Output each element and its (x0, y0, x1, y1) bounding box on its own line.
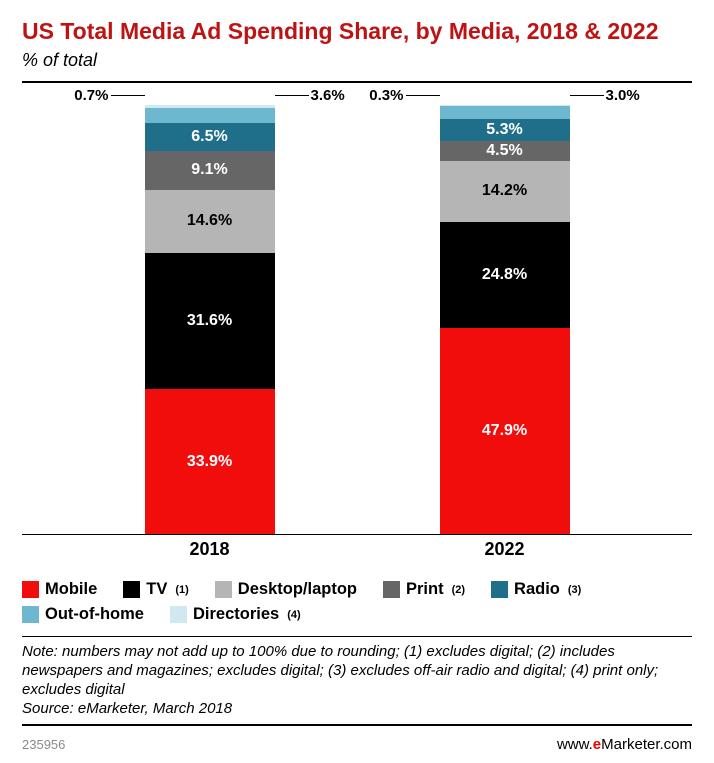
logo-prefix: www. (557, 736, 593, 753)
footer-id: 235956 (22, 737, 65, 752)
legend-item-radio: Radio (3) (491, 580, 581, 599)
legend-label: Out-of-home (45, 605, 144, 624)
legend-footnote: (1) (175, 584, 188, 596)
legend-label: Radio (514, 580, 560, 599)
bar-group-2022: 0.3%3.0%47.9%24.8%14.2%4.5%5.3% (440, 105, 570, 535)
callout-left-lead (406, 95, 440, 96)
legend-swatch (491, 581, 508, 598)
chart-note: Note: numbers may not add up to 100% due… (22, 637, 692, 718)
segment-print: 9.1% (145, 151, 275, 190)
legend-item-print: Print (2) (383, 580, 465, 599)
segment-mobile: 47.9% (440, 328, 570, 534)
callout-right-lead (275, 95, 309, 96)
segment-mobile: 33.9% (145, 389, 275, 535)
legend-swatch (383, 581, 400, 598)
legend-swatch (215, 581, 232, 598)
legend-item-ooh: Out-of-home (22, 605, 144, 624)
logo-rest: Marketer.com (601, 736, 692, 753)
legend-swatch (22, 606, 39, 623)
chart-subtitle: % of total (22, 50, 692, 71)
callout-right-lead (570, 95, 604, 96)
legend-label: Print (406, 580, 444, 599)
x-label: 2018 (145, 539, 275, 560)
callout-right: 3.6% (311, 87, 345, 104)
chart-legend: Mobile TV (1) Desktop/laptop Print (2) Radio (3… (22, 570, 692, 637)
legend-swatch (170, 606, 187, 623)
legend-swatch (22, 581, 39, 598)
legend-item-tv: TV (1) (123, 580, 189, 599)
chart-plot-area: 0.7%3.6%33.9%31.6%14.6%9.1%6.5% 0.3%3.0%4… (22, 105, 692, 535)
segment-radio: 5.3% (440, 119, 570, 142)
callout-left: 0.3% (369, 87, 403, 104)
chart-container: 0.7%3.6%33.9%31.6%14.6%9.1%6.5%0.3%3.0%4… (22, 81, 692, 726)
callout-right: 3.0% (606, 87, 640, 104)
segment-desktop: 14.2% (440, 161, 570, 222)
x-axis-labels: 2018 2022 (22, 535, 692, 570)
legend-label: Mobile (45, 580, 97, 599)
bar-2022: 47.9%24.8%14.2%4.5%5.3% (440, 105, 570, 535)
chart-title: US Total Media Ad Spending Share, by Med… (22, 18, 692, 44)
legend-item-mobile: Mobile (22, 580, 97, 599)
footer-logo: www.eMarketer.com (557, 736, 692, 753)
segment-radio: 6.5% (145, 123, 275, 151)
x-label: 2022 (440, 539, 570, 560)
legend-label: Directories (193, 605, 279, 624)
legend-footnote: (2) (452, 584, 465, 596)
bar-group-2018: 0.7%3.6%33.9%31.6%14.6%9.1%6.5% (145, 105, 275, 535)
legend-footnote: (4) (287, 609, 300, 621)
page-footer: 235956 www.eMarketer.com (22, 736, 692, 753)
bar-2018: 33.9%31.6%14.6%9.1%6.5% (145, 105, 275, 535)
legend-item-desktop: Desktop/laptop (215, 580, 357, 599)
legend-label: TV (146, 580, 167, 599)
segment-tv: 24.8% (440, 222, 570, 329)
callout-left-lead (111, 95, 145, 96)
logo-red: e (593, 736, 601, 753)
legend-swatch (123, 581, 140, 598)
legend-footnote: (3) (568, 584, 581, 596)
callout-left: 0.7% (74, 87, 108, 104)
legend-item-directories: Directories (4) (170, 605, 301, 624)
segment-print: 4.5% (440, 141, 570, 160)
legend-label: Desktop/laptop (238, 580, 357, 599)
segment-ooh (440, 106, 570, 119)
segment-ooh (145, 108, 275, 123)
segment-desktop: 14.6% (145, 190, 275, 253)
segment-tv: 31.6% (145, 253, 275, 389)
